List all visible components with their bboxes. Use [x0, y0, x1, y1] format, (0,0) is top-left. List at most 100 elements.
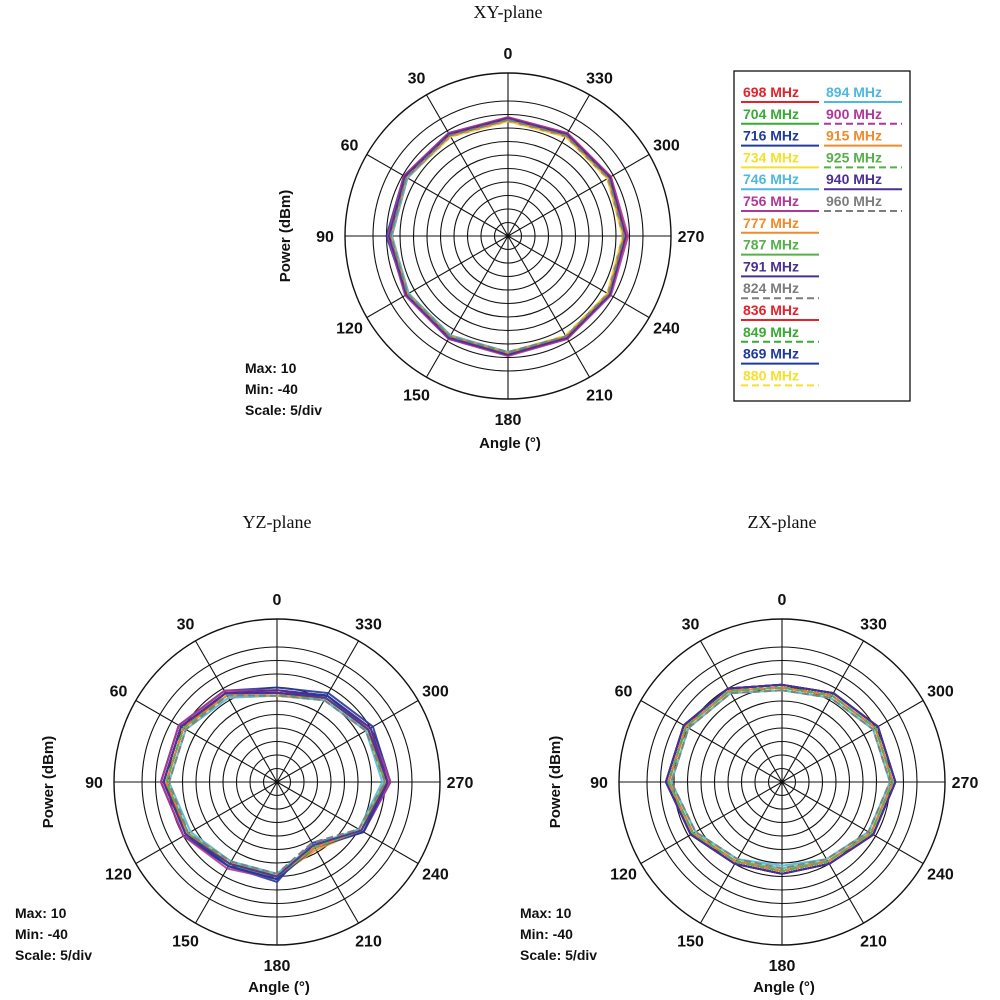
series-line [667, 686, 894, 873]
angle-tick-label: 0 [504, 46, 513, 63]
polar-chart-2: YZ-plane 0 30 60 90 120 150 180 210 240 270 300 330 P… [15, 512, 473, 996]
scale-info: Scale: 5/div [245, 402, 322, 418]
legend-item-label: 900 MHz [826, 106, 882, 122]
grid-spoke [507, 94, 590, 237]
legend-item-label: 698 MHz [743, 84, 799, 100]
grid-spoke [700, 781, 783, 924]
grid-spoke [640, 781, 783, 864]
legend-item-label: 716 MHz [743, 128, 799, 144]
angle-tick-label: 0 [273, 592, 282, 609]
legend-item-label: 880 MHz [743, 367, 799, 383]
grid-spoke [507, 235, 590, 378]
y-axis-label: Power (dBm) [40, 736, 57, 829]
legend-item-label: 746 MHz [743, 171, 799, 187]
grid-spoke [276, 781, 359, 924]
angle-tick-label: 210 [355, 933, 382, 950]
scale-info: Max: 10 [245, 360, 297, 376]
series-line [168, 694, 386, 875]
grid-spoke [781, 781, 864, 924]
series-line [162, 691, 389, 878]
polar-chart-1: XY-plane 0 30 60 90 120 150 180 210 240 270 300 330 P… [245, 2, 704, 452]
angle-tick-label: 300 [653, 138, 680, 155]
angle-tick-label: 150 [677, 933, 704, 950]
angle-tick-label: 210 [586, 387, 613, 404]
legend-item-label: 756 MHz [743, 193, 799, 209]
angle-tick-label: 90 [85, 775, 103, 792]
legend-box [733, 70, 911, 402]
angle-tick-label: 240 [422, 867, 449, 884]
legend-item-label: 894 MHz [826, 84, 882, 100]
angle-tick-label: 180 [495, 412, 522, 429]
chart-title: YZ-plane [243, 512, 312, 532]
angle-tick-label: 210 [860, 933, 887, 950]
chart-title: XY-plane [474, 2, 543, 22]
grid-spoke [426, 94, 509, 237]
scale-info: Max: 10 [15, 905, 67, 921]
x-axis-label: Angle (°) [753, 979, 815, 996]
x-axis-label: Angle (°) [479, 435, 541, 452]
grid-spoke [507, 154, 650, 237]
angle-tick-label: 60 [110, 684, 128, 701]
grid-spoke [195, 781, 278, 924]
scale-info: Max: 10 [520, 905, 572, 921]
angle-tick-label: 330 [586, 71, 613, 88]
scale-info: Min: -40 [520, 926, 573, 942]
grid-spoke [426, 235, 509, 378]
legend-item-label: 940 MHz [826, 171, 882, 187]
polar-chart-3: ZX-plane 0 30 60 90 120 150 180 210 240 270 300 330 P… [520, 512, 978, 996]
grid-spoke [366, 235, 509, 318]
angle-tick-label: 270 [952, 775, 979, 792]
legend-item-label: 960 MHz [826, 193, 882, 209]
grid-spoke [366, 154, 509, 237]
angle-tick-label: 270 [678, 229, 705, 246]
grid-spoke [781, 640, 864, 783]
angle-tick-label: 120 [610, 867, 637, 884]
grid-spoke [276, 781, 419, 864]
series-line [670, 689, 891, 870]
legend-item-label: 787 MHz [743, 237, 799, 253]
angle-tick-label: 300 [422, 684, 449, 701]
legend-item-label: 869 MHz [743, 346, 799, 362]
series-line [386, 116, 630, 358]
angle-tick-label: 30 [408, 71, 426, 88]
angle-tick-label: 300 [927, 684, 954, 701]
angle-tick-label: 150 [403, 387, 430, 404]
angle-tick-label: 90 [316, 229, 334, 246]
y-axis-label: Power (dBm) [547, 736, 564, 829]
scale-info: Scale: 5/div [520, 947, 597, 963]
legend-item-label: 915 MHz [826, 128, 882, 144]
legend-item-label: 704 MHz [743, 106, 799, 122]
legend-item-label: 849 MHz [743, 324, 799, 340]
series-line [389, 118, 626, 355]
angle-tick-label: 270 [447, 775, 474, 792]
legend-item-label: 836 MHz [743, 302, 799, 318]
legend-item-label: 824 MHz [743, 280, 799, 296]
legend: 698 MHz 704 MHz 716 MHz 734 MHz 746 MHz 756 M… [733, 70, 911, 402]
grid-spoke [781, 700, 924, 783]
scale-info: Min: -40 [15, 926, 68, 942]
angle-tick-label: 0 [778, 592, 787, 609]
legend-item-label: 791 MHz [743, 258, 799, 274]
x-axis-label: Angle (°) [248, 979, 310, 996]
grid-spoke [507, 235, 650, 318]
grid-spoke [700, 640, 783, 783]
y-axis-label: Power (dBm) [277, 190, 294, 283]
grid-spoke [195, 640, 278, 783]
angle-tick-label: 60 [341, 138, 359, 155]
scale-info: Min: -40 [245, 381, 298, 397]
grid-spoke [276, 640, 359, 783]
angle-tick-label: 60 [615, 684, 633, 701]
angle-tick-label: 30 [177, 617, 195, 634]
angle-tick-label: 240 [653, 321, 680, 338]
chart-title: ZX-plane [748, 512, 817, 532]
series-line [664, 683, 897, 875]
angle-tick-label: 30 [682, 617, 700, 634]
legend-item-label: 777 MHz [743, 215, 799, 231]
grid-spoke [781, 781, 924, 864]
grid-spoke [135, 781, 278, 864]
angle-tick-label: 330 [860, 617, 887, 634]
angle-tick-label: 330 [355, 617, 382, 634]
legend-item-label: 734 MHz [743, 149, 799, 165]
angle-tick-label: 180 [264, 958, 291, 975]
